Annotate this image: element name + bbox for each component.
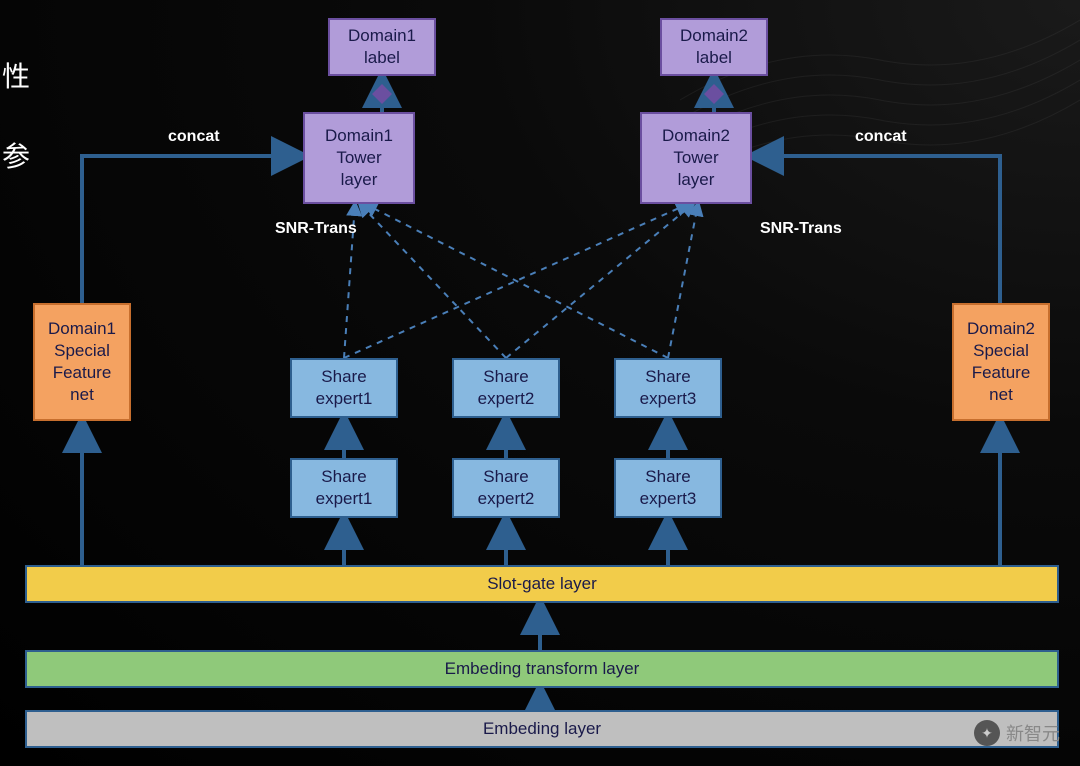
diamond-0: [372, 84, 392, 104]
side-char-1: 参: [2, 135, 30, 175]
arrow-dashed-4: [506, 204, 693, 358]
arrow-dashed-3: [344, 204, 688, 358]
node-emb: Embeding layer: [25, 710, 1059, 748]
arrow-dashed-1: [360, 204, 506, 358]
side-char-0: 性: [2, 55, 30, 95]
arrow-solid-2: [82, 156, 303, 303]
node-se1_top: Shareexpert1: [290, 358, 398, 418]
node-d2_feat: Domain2SpecialFeaturenet: [952, 303, 1050, 421]
node-se3_top: Shareexpert3: [614, 358, 722, 418]
node-slot_gate: Slot-gate layer: [25, 565, 1059, 603]
node-d1_feat: Domain1SpecialFeaturenet: [33, 303, 131, 421]
node-se3_bot: Shareexpert3: [614, 458, 722, 518]
label-concat_left: concat: [168, 128, 220, 146]
diamond-1: [704, 84, 724, 104]
arrow-dashed-5: [668, 204, 698, 358]
node-d2_label: Domain2label: [660, 18, 768, 76]
node-emb_trans: Embeding transform layer: [25, 650, 1059, 688]
node-d1_label: Domain1label: [328, 18, 436, 76]
node-se2_top: Shareexpert2: [452, 358, 560, 418]
node-se1_bot: Shareexpert1: [290, 458, 398, 518]
node-d1_tower: Domain1Towerlayer: [303, 112, 415, 204]
label-snr_left: SNR-Trans: [275, 220, 357, 238]
watermark: ✦ 新智元: [974, 720, 1060, 746]
wechat-icon: ✦: [974, 720, 1000, 746]
arrow-dashed-2: [365, 204, 668, 358]
node-d2_tower: Domain2Towerlayer: [640, 112, 752, 204]
label-snr_right: SNR-Trans: [760, 220, 842, 238]
watermark-text: 新智元: [1006, 720, 1060, 746]
node-se2_bot: Shareexpert2: [452, 458, 560, 518]
label-concat_right: concat: [855, 128, 907, 146]
